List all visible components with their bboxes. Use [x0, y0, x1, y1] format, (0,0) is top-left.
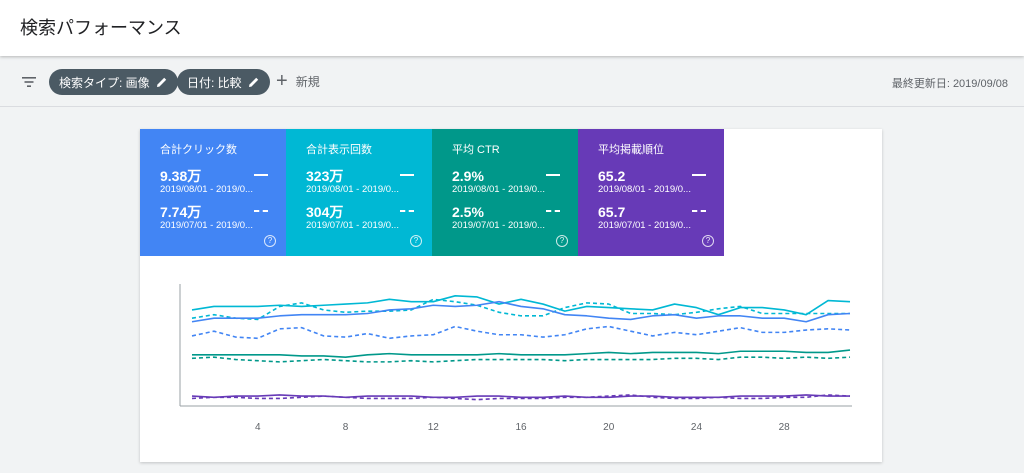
- series-line-position-previous[interactable]: [191, 394, 851, 401]
- metric-date-current: 2019/08/01 - 2019/0...: [452, 184, 545, 195]
- metric-date-current: 2019/08/01 - 2019/0...: [306, 184, 399, 195]
- metric-card-clicks[interactable]: 合計クリック数 9.38万 2019/08/01 - 2019/0... 7.7…: [140, 129, 286, 256]
- metric-value-current: 65.2: [598, 168, 626, 184]
- metric-date-previous: 2019/07/01 - 2019/0...: [598, 220, 691, 231]
- x-tick-label: 16: [515, 422, 527, 433]
- series-line-clicks-current[interactable]: [191, 300, 851, 323]
- dashed-line-legend-icon: [400, 210, 414, 212]
- performance-line-chart[interactable]: 4 8 12 16 20 24 28: [140, 256, 882, 462]
- help-icon[interactable]: ?: [556, 235, 568, 247]
- last-updated-text: 最終更新日: 2019/09/08: [891, 78, 1008, 90]
- solid-line-legend-icon: [692, 174, 706, 176]
- date-compare-chip-label: 日付: 比較: [187, 75, 242, 90]
- page-title: 検索パフォーマンス: [20, 18, 182, 38]
- metric-date-current: 2019/08/01 - 2019/0...: [598, 184, 691, 195]
- pencil-icon: [156, 77, 166, 87]
- metric-value-previous: 304万: [306, 204, 344, 220]
- series-line-clicks-previous[interactable]: [191, 325, 851, 340]
- metric-card-impressions[interactable]: 合計表示回数 323万 2019/08/01 - 2019/0... 304万 …: [286, 129, 432, 256]
- dashed-line-legend-icon: [254, 210, 268, 212]
- x-tick-label: 12: [428, 422, 440, 433]
- filter-icon[interactable]: [20, 73, 38, 91]
- solid-line-legend-icon: [254, 174, 268, 176]
- help-icon[interactable]: ?: [702, 235, 714, 247]
- pencil-icon: [248, 77, 258, 87]
- series-line-ctr-current[interactable]: [192, 349, 851, 358]
- metric-value-previous: 65.7: [598, 204, 626, 220]
- solid-line-legend-icon: [400, 174, 414, 176]
- x-tick-label: 28: [779, 422, 791, 433]
- plus-icon: +: [276, 70, 288, 92]
- x-tick-label: 8: [343, 422, 349, 433]
- add-new-filter-button[interactable]: + 新規: [276, 71, 320, 91]
- metric-value-previous: 7.74万: [160, 204, 202, 220]
- metric-label: 合計表示回数: [306, 144, 372, 156]
- metric-value-current: 323万: [306, 168, 344, 184]
- x-tick-label: 20: [603, 422, 615, 433]
- metric-label: 平均掲載順位: [598, 144, 664, 156]
- metric-label: 平均 CTR: [452, 144, 500, 156]
- app-header: 検索パフォーマンス: [0, 0, 1024, 56]
- metric-card-ctr[interactable]: 平均 CTR 2.9% 2019/08/01 - 2019/0... 2.5% …: [432, 129, 578, 256]
- metric-date-previous: 2019/07/01 - 2019/0...: [452, 220, 545, 231]
- series-line-impressions-current[interactable]: [191, 294, 851, 316]
- metric-value-previous: 2.5%: [452, 204, 484, 220]
- filter-toolbar: 検索タイプ: 画像 日付: 比較 + 新規: [0, 57, 1024, 107]
- help-icon[interactable]: ?: [264, 235, 276, 247]
- new-label: 新規: [295, 74, 320, 89]
- help-icon[interactable]: ?: [410, 235, 422, 247]
- performance-card: 合計クリック数 9.38万 2019/08/01 - 2019/0... 7.7…: [140, 129, 882, 462]
- series-line-impressions-previous[interactable]: [191, 298, 850, 321]
- x-tick-label: 4: [255, 422, 261, 433]
- search-type-chip[interactable]: 検索タイプ: 画像: [49, 69, 178, 95]
- x-tick-label: 24: [691, 422, 703, 433]
- search-type-chip-label: 検索タイプ: 画像: [59, 75, 150, 90]
- dashed-line-legend-icon: [546, 210, 560, 212]
- solid-line-legend-icon: [546, 174, 560, 176]
- series-line-position-current[interactable]: [191, 394, 850, 399]
- metric-card-position[interactable]: 平均掲載順位 65.2 2019/08/01 - 2019/0... 65.7 …: [578, 129, 724, 256]
- metric-date-previous: 2019/07/01 - 2019/0...: [160, 220, 253, 231]
- metric-value-current: 2.9%: [452, 168, 484, 184]
- series-line-ctr-previous[interactable]: [191, 356, 851, 363]
- metric-label: 合計クリック数: [160, 144, 237, 156]
- date-compare-chip[interactable]: 日付: 比較: [177, 69, 270, 95]
- metric-date-current: 2019/08/01 - 2019/0...: [160, 184, 253, 195]
- metric-date-previous: 2019/07/01 - 2019/0...: [306, 220, 399, 231]
- dashed-line-legend-icon: [692, 210, 706, 212]
- metric-value-current: 9.38万: [160, 168, 202, 184]
